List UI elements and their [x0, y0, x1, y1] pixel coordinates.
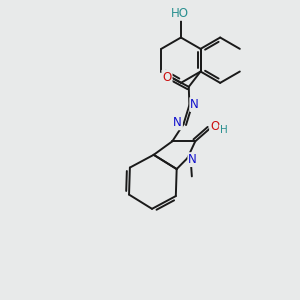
Text: H: H	[220, 125, 227, 135]
Text: HO: HO	[170, 7, 188, 20]
Text: O: O	[162, 70, 172, 84]
Text: N: N	[188, 153, 197, 166]
Text: N: N	[190, 98, 199, 111]
Text: N: N	[173, 116, 182, 129]
Text: O: O	[210, 120, 219, 133]
